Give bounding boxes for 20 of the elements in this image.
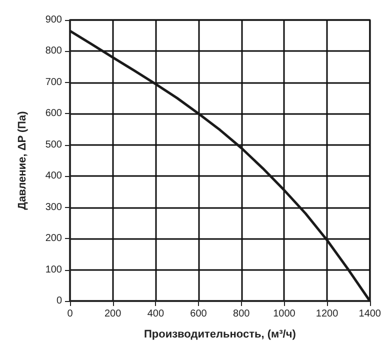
y-tick-label: 300 <box>45 202 62 213</box>
x-tick-label: 0 <box>67 308 74 320</box>
x-tick-label: 200 <box>104 308 122 320</box>
y-tick-label: 800 <box>45 46 62 57</box>
x-tick-label: 1400 <box>358 308 382 320</box>
x-tick-label: 600 <box>190 308 208 320</box>
x-tick-label: 1000 <box>273 308 296 320</box>
y-tick-label: 700 <box>45 76 62 88</box>
x-axis-title: Производительность, (м³/ч) <box>144 328 296 340</box>
y-tick-label: 200 <box>45 233 62 244</box>
y-tick-label: 0 <box>56 296 62 306</box>
y-tick-label: 600 <box>45 108 62 120</box>
y-axis-title: Давление, ΔP (Па) <box>16 110 28 210</box>
x-tick-label: 800 <box>233 308 250 320</box>
x-tick-label: 400 <box>147 308 164 320</box>
y-tick-label: 900 <box>45 14 62 26</box>
y-tick-label: 500 <box>45 139 62 150</box>
x-tick-label: 1200 <box>316 308 339 320</box>
y-tick-label: 100 <box>45 264 62 276</box>
y-tick-label: 400 <box>45 170 62 182</box>
